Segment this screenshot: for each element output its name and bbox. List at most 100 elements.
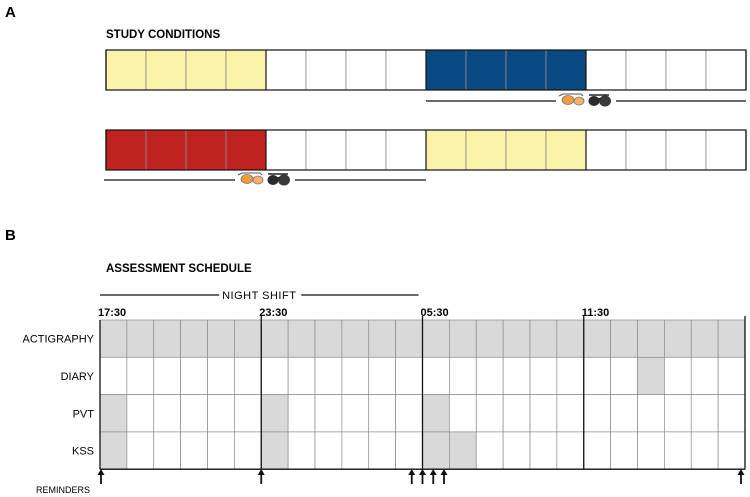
row-label: PVT xyxy=(73,408,95,420)
assessment-cell xyxy=(153,431,181,470)
panel-b-letter: B xyxy=(5,227,16,244)
assessment-cell-active xyxy=(637,356,665,395)
assessment-cell xyxy=(126,356,155,395)
condition-cell-blue xyxy=(545,49,587,91)
condition-cell-red xyxy=(225,129,267,171)
condition-cell-blue xyxy=(425,49,467,91)
assessment-cell xyxy=(287,431,316,470)
night-shift-span: NIGHT SHIFT xyxy=(100,290,419,302)
assessment-cell xyxy=(610,394,638,433)
condition-cell-red xyxy=(145,129,187,171)
assessment-cell xyxy=(314,431,343,470)
reminders-label: REMINDERS xyxy=(36,485,90,495)
condition-cell-white xyxy=(665,49,707,91)
assessment-cell xyxy=(422,356,450,395)
night-shift-label: NIGHT SHIFT xyxy=(222,290,296,302)
schedule-row xyxy=(99,394,746,433)
time-label: 23:30 xyxy=(259,307,287,319)
assessment-cell xyxy=(395,394,423,433)
study-conditions-bars xyxy=(104,49,747,187)
assessment-cell xyxy=(287,394,316,433)
condition-cell-white xyxy=(585,49,627,91)
schedule-row xyxy=(99,356,746,395)
assessment-cell xyxy=(368,356,396,395)
assessment-cell-active xyxy=(610,319,638,358)
assessment-cell xyxy=(610,431,638,470)
assessment-cell xyxy=(556,394,585,433)
condition-cell-red xyxy=(105,129,147,171)
assessment-cell xyxy=(717,356,746,395)
assessment-cell xyxy=(529,356,558,395)
assessment-cell-active xyxy=(449,319,477,358)
assessment-cell-active xyxy=(368,319,396,358)
condition-cell-yellow xyxy=(145,49,187,91)
assessment-cell xyxy=(395,356,423,395)
assessment-cell xyxy=(234,431,262,470)
assessment-cell xyxy=(314,394,343,433)
assessment-cell-active xyxy=(260,431,289,470)
assessment-cell-active xyxy=(126,319,155,358)
sunglasses-icon xyxy=(558,93,612,108)
assessment-cell xyxy=(180,394,208,433)
assessment-cell xyxy=(126,431,155,470)
schedule-row xyxy=(99,431,746,470)
assessment-cell xyxy=(502,356,531,395)
assessment-cell-active xyxy=(583,319,611,358)
assessment-cell xyxy=(717,394,746,433)
assessment-cell-active xyxy=(180,319,208,358)
assessment-cell xyxy=(690,356,719,395)
assessment-cell-active xyxy=(314,319,343,358)
assessment-cell-active xyxy=(99,431,128,470)
assessment-cell-active xyxy=(422,394,450,433)
condition-cell-white xyxy=(265,49,307,91)
condition-cell-yellow xyxy=(545,129,587,171)
assessment-cell xyxy=(153,394,181,433)
row-label: ACTIGRAPHY xyxy=(22,334,94,346)
assessment-cell xyxy=(207,394,235,433)
assessment-cell xyxy=(260,356,289,395)
assessment-cell xyxy=(556,431,585,470)
assessment-cell-active xyxy=(449,431,477,470)
assessment-cell xyxy=(341,431,370,470)
condition-cell-white xyxy=(385,49,427,91)
assessment-cell xyxy=(449,394,477,433)
panel-a-letter: A xyxy=(5,4,16,21)
condition-cell-white xyxy=(665,129,707,171)
assessment-cell-active xyxy=(690,319,719,358)
row-labels: ACTIGRAPHY DIARY PVT KSS xyxy=(22,334,94,458)
assessment-cell xyxy=(395,431,423,470)
assessment-cell-active xyxy=(260,319,289,358)
condition-cell-yellow xyxy=(185,49,227,91)
condition-cell-white xyxy=(385,129,427,171)
assessment-cell-active xyxy=(341,319,370,358)
reminder-arrow-icon xyxy=(737,469,745,484)
assessment-cell-active xyxy=(395,319,423,358)
assessment-cell-active xyxy=(717,319,746,358)
assessment-cell xyxy=(207,431,235,470)
time-labels: 17:30 23:30 05:30 11:30 xyxy=(98,307,609,319)
assessment-cell xyxy=(99,356,128,395)
assessment-cell xyxy=(637,431,665,470)
condition-cell-yellow xyxy=(465,129,507,171)
assessment-cell-active xyxy=(207,319,235,358)
assessment-cell xyxy=(368,431,396,470)
assessment-cell xyxy=(502,394,531,433)
assessment-cell xyxy=(690,431,719,470)
sunglasses-icon xyxy=(237,172,291,187)
assessment-cell-active xyxy=(153,319,181,358)
condition-cell-yellow xyxy=(505,129,547,171)
study-conditions-title: STUDY CONDITIONS xyxy=(106,29,220,41)
assessment-cell-active xyxy=(664,319,692,358)
condition-cell-white xyxy=(705,129,747,171)
assessment-cell-active xyxy=(422,319,450,358)
assessment-cell xyxy=(583,431,611,470)
assessment-cell xyxy=(583,356,611,395)
assessment-cell xyxy=(529,431,558,470)
reminder-arrow-icon xyxy=(429,469,437,484)
reminder-arrow-icon xyxy=(408,469,416,484)
condition-cell-white xyxy=(625,49,667,91)
assessment-cell xyxy=(475,356,504,395)
reminder-arrow-icon xyxy=(440,469,448,484)
time-label: 05:30 xyxy=(421,307,449,319)
condition-cell-blue xyxy=(465,49,507,91)
